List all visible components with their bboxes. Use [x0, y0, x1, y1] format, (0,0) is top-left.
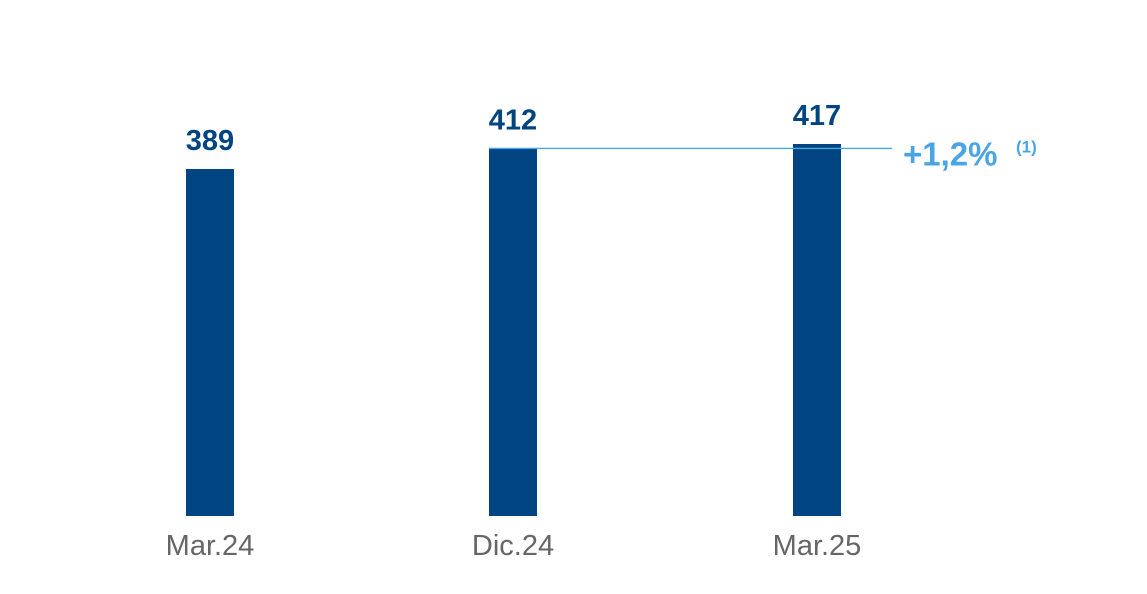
bars-layer: [186, 144, 841, 516]
growth-annotation: +1,2%: [903, 135, 998, 172]
value-label: 389: [186, 125, 234, 157]
category-label: Mar.24: [166, 530, 255, 562]
bar-dic-24: [489, 148, 537, 516]
value-labels-layer: 389 412 417: [186, 100, 841, 157]
bar-mar-24: [186, 168, 234, 516]
growth-footnote-marker: (1): [1016, 137, 1037, 156]
value-label: 417: [793, 100, 841, 132]
value-label: 412: [489, 104, 537, 136]
bar-mar-25: [793, 144, 841, 516]
category-label: Dic.24: [472, 530, 554, 562]
category-labels-layer: Mar.24 Dic.24 Mar.25: [166, 530, 862, 562]
category-label: Mar.25: [773, 530, 862, 562]
